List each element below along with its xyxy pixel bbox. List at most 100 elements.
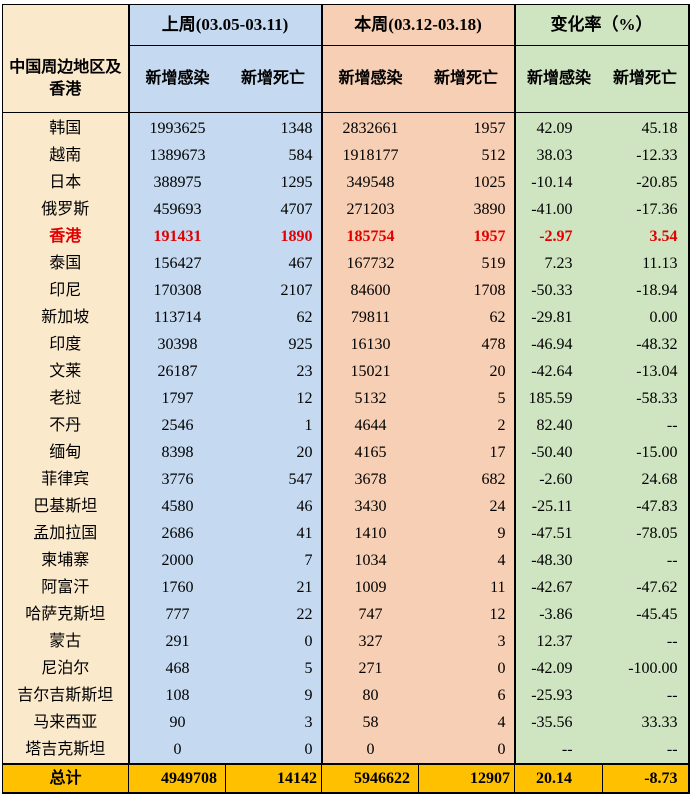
last-week-deaths-cell: 5 [225, 655, 322, 682]
change-cases-cell: 7.23 [513, 250, 603, 277]
table-row: 新加坡 113714 62 79811 62 -29.81 0.00 [2, 304, 690, 331]
change-cases-cell: -42.67 [513, 574, 603, 601]
last-week-deaths-cell: 3 [225, 709, 322, 736]
change-cases-cell: -41.00 [513, 196, 603, 223]
this-week-deaths-cell: 478 [418, 331, 515, 358]
last-week-cases-cell: 1797 [127, 385, 226, 412]
change-cases-cell: -2.60 [513, 466, 603, 493]
last-week-header: 上周(03.05-03.11) [127, 4, 323, 46]
country-cell: 柬埔寨 [2, 547, 129, 574]
country-cell: 马来西亚 [2, 709, 129, 736]
change-cases-cell: 38.03 [513, 142, 603, 169]
this-week-deaths-cell: 0 [418, 655, 515, 682]
change-header: 变化率（%） [513, 4, 690, 46]
this-week-deaths-cell: 2 [418, 412, 515, 439]
this-week-cases-cell: 271203 [320, 196, 419, 223]
change-cases-cell: -29.81 [513, 304, 603, 331]
table-row: 老挝 1797 12 5132 5 185.59 -58.33 [2, 385, 690, 412]
table-row: 巴基斯坦 4580 46 3430 24 -25.11 -47.83 [2, 493, 690, 520]
this-week-deaths-cell: 62 [418, 304, 515, 331]
this-week-deaths-cell: 4 [418, 547, 515, 574]
this-week-deaths-cell: 0 [418, 736, 515, 764]
change-cases-cell: -25.11 [513, 493, 603, 520]
table-row: 不丹 2546 1 4644 2 82.40 -- [2, 412, 690, 439]
last-week-deaths-cell: 9 [225, 682, 322, 709]
this-week-deaths-cell: 512 [418, 142, 515, 169]
last-week-deaths-cell: 1348 [225, 112, 322, 142]
last-week-deaths-cell: 925 [225, 331, 322, 358]
country-cell: 越南 [2, 142, 129, 169]
last-week-deaths-cell: 62 [225, 304, 322, 331]
total-this-week-cases: 5946622 [321, 763, 420, 794]
table-row: 塔吉克斯坦 0 0 0 0 -- -- [2, 736, 690, 764]
this-week-deaths-cell: 17 [418, 439, 515, 466]
country-cell: 不丹 [2, 412, 129, 439]
country-cell: 日本 [2, 169, 129, 196]
this-week-deaths-header: 新增死亡 [418, 45, 516, 113]
this-week-deaths-cell: 519 [418, 250, 515, 277]
change-cases-cell: -46.94 [513, 331, 603, 358]
this-week-deaths-cell: 1025 [418, 169, 515, 196]
change-deaths-cell: -47.62 [602, 574, 690, 601]
this-week-cases-cell: 271 [320, 655, 419, 682]
change-cases-cell: -48.30 [513, 547, 603, 574]
this-week-deaths-cell: 20 [418, 358, 515, 385]
table-row: 阿富汗 1760 21 1009 11 -42.67 -47.62 [2, 574, 690, 601]
corner-cell [2, 4, 129, 46]
change-cases-cell: -42.09 [513, 655, 603, 682]
this-week-cases-cell: 15021 [320, 358, 419, 385]
change-deaths-cell: -- [602, 736, 690, 764]
change-deaths-cell: -- [602, 547, 690, 574]
last-week-deaths-cell: 2107 [225, 277, 322, 304]
country-cell: 俄罗斯 [2, 196, 129, 223]
total-last-week-deaths: 14142 [224, 763, 323, 794]
total-last-week-cases: 4949708 [128, 763, 226, 794]
last-week-cases-cell: 30398 [127, 331, 226, 358]
last-week-cases-cell: 1389673 [127, 142, 226, 169]
last-week-cases-cell: 113714 [127, 304, 226, 331]
table-body: 韩国 1993625 1348 2832661 1957 42.09 45.18 越南 1389… [2, 112, 690, 764]
table-row: 俄罗斯 459693 4707 271203 3890 -41.00 -17.36 [2, 196, 690, 223]
last-week-deaths-cell: 1 [225, 412, 322, 439]
table-row: 印度 30398 925 16130 478 -46.94 -48.32 [2, 331, 690, 358]
table-row: 吉尔吉斯斯坦 108 9 80 6 -25.93 -- [2, 682, 690, 709]
change-deaths-cell: -- [602, 628, 690, 655]
last-week-cases-cell: 4580 [127, 493, 226, 520]
change-deaths-cell: -100.00 [602, 655, 690, 682]
change-deaths-cell: -48.32 [602, 331, 690, 358]
this-week-cases-cell: 5132 [320, 385, 419, 412]
country-cell: 孟加拉国 [2, 520, 129, 547]
country-cell: 印尼 [2, 277, 129, 304]
last-week-deaths-cell: 12 [225, 385, 322, 412]
this-week-cases-cell: 79811 [320, 304, 419, 331]
this-week-cases-header: 新增感染 [320, 45, 419, 113]
change-cases-cell: -47.51 [513, 520, 603, 547]
change-cases-cell: -42.64 [513, 358, 603, 385]
change-deaths-cell: -- [602, 682, 690, 709]
last-week-deaths-cell: 467 [225, 250, 322, 277]
change-cases-cell: -2.97 [513, 223, 603, 250]
this-week-deaths-cell: 11 [418, 574, 515, 601]
last-week-cases-cell: 2686 [127, 520, 226, 547]
change-cases-cell: -10.14 [513, 169, 603, 196]
change-cases-cell: -- [513, 736, 603, 764]
this-week-cases-cell: 1410 [320, 520, 419, 547]
table-row: 韩国 1993625 1348 2832661 1957 42.09 45.18 [2, 112, 690, 142]
last-week-deaths-cell: 547 [225, 466, 322, 493]
table-row: 越南 1389673 584 1918177 512 38.03 -12.33 [2, 142, 690, 169]
last-week-cases-cell: 3776 [127, 466, 226, 493]
change-deaths-cell: -58.33 [602, 385, 690, 412]
change-deaths-cell: 11.13 [602, 250, 690, 277]
this-week-deaths-cell: 6 [418, 682, 515, 709]
this-week-deaths-cell: 3890 [418, 196, 515, 223]
last-week-cases-cell: 459693 [127, 196, 226, 223]
total-change-cases: 20.14 [514, 763, 604, 794]
this-week-cases-cell: 80 [320, 682, 419, 709]
this-week-deaths-cell: 12 [418, 601, 515, 628]
country-cell: 老挝 [2, 385, 129, 412]
country-cell: 缅甸 [2, 439, 129, 466]
change-cases-cell: -3.86 [513, 601, 603, 628]
change-deaths-header: 新增死亡 [602, 45, 690, 113]
last-week-cases-cell: 2546 [127, 412, 226, 439]
table-row: 泰国 156427 467 167732 519 7.23 11.13 [2, 250, 690, 277]
